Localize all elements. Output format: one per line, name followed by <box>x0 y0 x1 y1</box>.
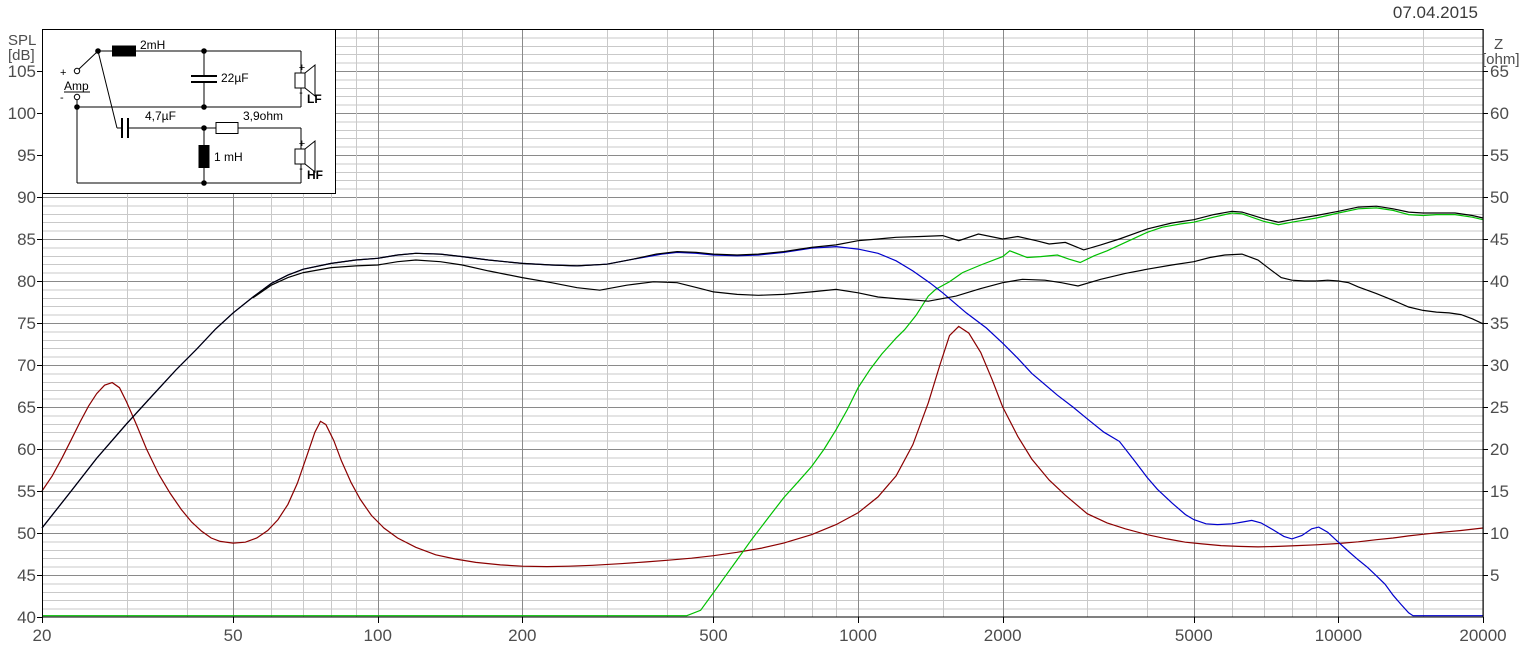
left-axis-unit: [dB] <box>8 47 35 64</box>
date-label: 07.04.2015 <box>1393 3 1478 22</box>
x-axis-tick-label: 500 <box>699 626 727 645</box>
x-axis-tick-label: 50 <box>224 626 243 645</box>
right-axis-tick-label: 25 <box>1490 398 1509 417</box>
right-axis-tick-label: 50 <box>1490 188 1509 207</box>
curve-hf-driver <box>42 207 1484 617</box>
left-axis-tick-label: 95 <box>17 146 36 165</box>
right-axis-tick-label: 10 <box>1490 524 1509 543</box>
hf-speaker-icon <box>294 139 316 174</box>
shunt-inductor-symbol <box>198 145 210 168</box>
shunt-capacitor-symbol <box>191 75 217 83</box>
right-axis-tick-label: 45 <box>1490 230 1509 249</box>
left-axis-tick-label: 60 <box>17 440 36 459</box>
amp-plus-sign: + <box>60 67 66 79</box>
lf-driver-label: LF <box>307 92 322 106</box>
left-axis-tick-label: 50 <box>17 524 36 543</box>
left-axis-tick-label: 70 <box>17 356 36 375</box>
amp-minus-sign: - <box>60 92 64 104</box>
right-axis-tick-label: 30 <box>1490 356 1509 375</box>
curve-lf-driver <box>41 245 1483 617</box>
left-axis-tick-label: 80 <box>17 272 36 291</box>
left-axis-tick-label: 55 <box>17 482 36 501</box>
axis-ticks-and-labels: 1051009590858075706560555045406560555045… <box>8 62 1509 645</box>
right-axis-tick-label: 65 <box>1490 62 1509 81</box>
series-capacitor-symbol <box>121 118 129 138</box>
x-axis-tick-label: 5000 <box>1175 626 1213 645</box>
series-resistor-label: 3,9ohm <box>243 109 283 123</box>
right-axis-tick-label: 5 <box>1490 566 1499 585</box>
right-axis-tick-label: 35 <box>1490 314 1509 333</box>
right-axis-tick-label: 15 <box>1490 482 1509 501</box>
x-axis-tick-label: 2000 <box>984 626 1022 645</box>
curve-sum-response <box>41 205 1484 529</box>
x-axis-tick-label: 20 <box>33 626 52 645</box>
hf-minus-sign: - <box>299 163 303 175</box>
right-axis-tick-label: 60 <box>1490 104 1509 123</box>
crossover-schematic-inset: 2mH 22µF 4,7µF 3,9ohm 1 mH Amp + - + - L… <box>42 29 336 194</box>
lf-speaker-icon <box>294 63 316 98</box>
hf-driver-label: HF <box>307 168 323 182</box>
series-inductor-label: 2mH <box>140 38 165 52</box>
right-axis-tick-label: 55 <box>1490 146 1509 165</box>
curve-secondary-response <box>252 253 1484 325</box>
curve-impedance <box>41 325 1484 568</box>
left-axis-tick-label: 45 <box>17 566 36 585</box>
left-axis-title: SPL <box>8 32 36 49</box>
right-axis-unit: [ohm] <box>1482 51 1520 68</box>
x-axis-tick-label: 20000 <box>1459 626 1506 645</box>
curves <box>41 205 1484 617</box>
lf-minus-sign: - <box>299 87 303 99</box>
right-axis-tick-label: 40 <box>1490 272 1509 291</box>
series-inductor-symbol <box>112 45 136 57</box>
hf-plus-sign: + <box>299 138 305 150</box>
amp-terminals <box>73 67 81 101</box>
left-axis-tick-label: 90 <box>17 188 36 207</box>
junction-dots <box>74 48 207 186</box>
lf-plus-sign: + <box>299 62 305 74</box>
left-axis-tick-label: 65 <box>17 398 36 417</box>
series-resistor-symbol <box>215 122 239 134</box>
left-axis-tick-label: 100 <box>8 104 36 123</box>
x-axis-tick-label: 1000 <box>839 626 877 645</box>
amp-label: Amp <box>64 79 89 93</box>
x-axis-tick-label: 100 <box>364 626 392 645</box>
shunt-capacitor-label: 22µF <box>221 71 249 85</box>
left-axis-tick-label: 105 <box>8 62 36 81</box>
shunt-inductor-label: 1 mH <box>214 150 243 164</box>
x-axis-tick-label: 10000 <box>1315 626 1362 645</box>
left-axis-tick-label: 75 <box>17 314 36 333</box>
right-axis-title: Z <box>1494 36 1503 53</box>
inset-box <box>42 29 336 194</box>
x-axis-tick-label: 200 <box>508 626 536 645</box>
right-axis-tick-label: 20 <box>1490 440 1509 459</box>
left-axis-tick-label: 85 <box>17 230 36 249</box>
left-axis-tick-label: 40 <box>17 608 36 627</box>
series-capacitor-label: 4,7µF <box>145 109 176 123</box>
